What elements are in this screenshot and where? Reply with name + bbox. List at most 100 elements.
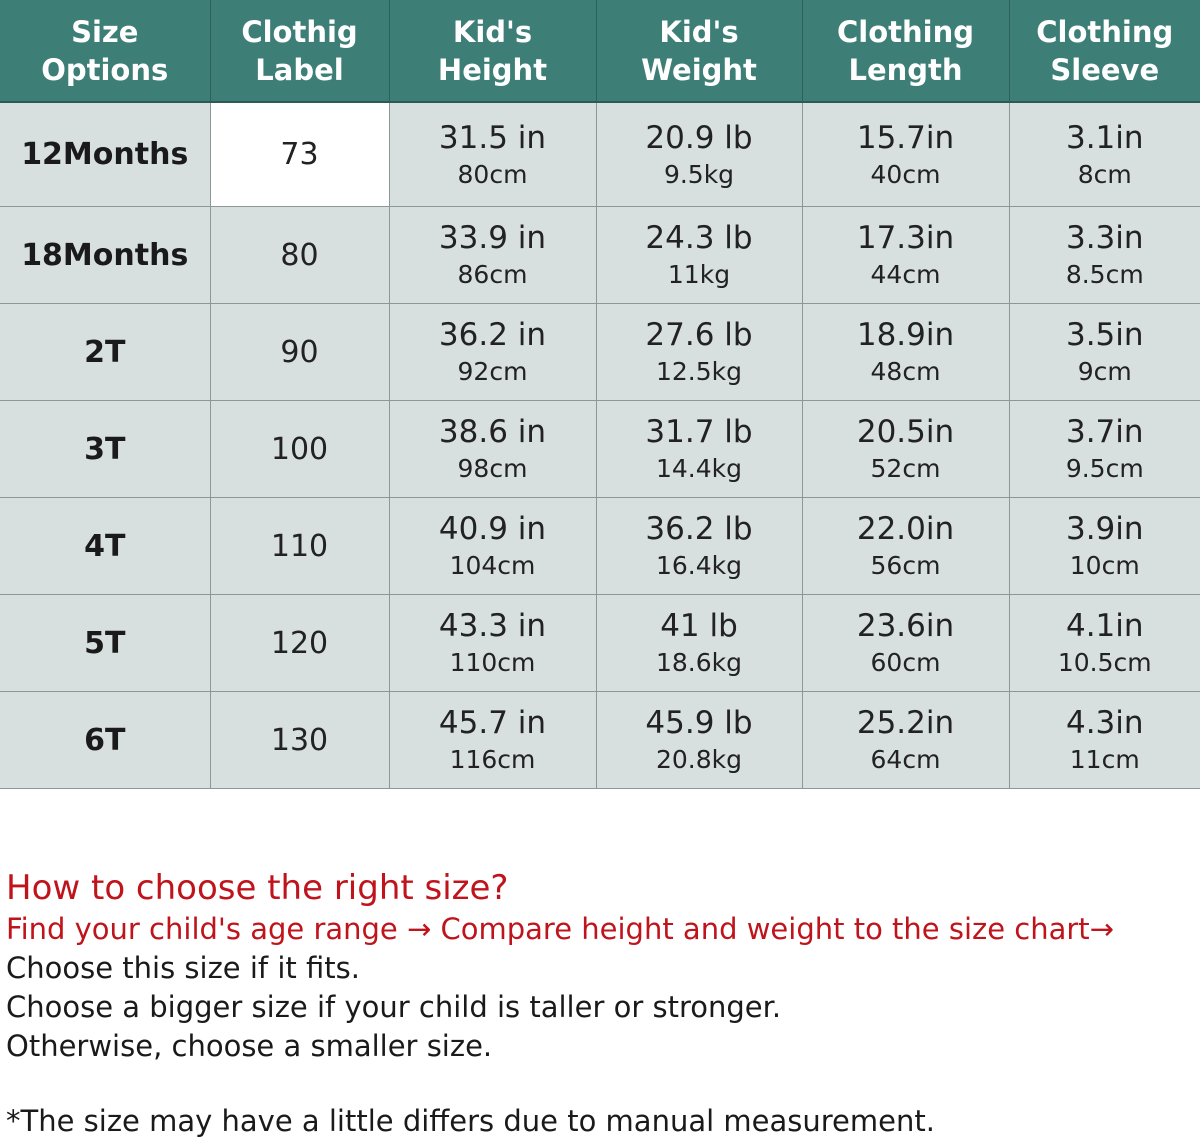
table-header-row: Size Options Clothig Label Kid's Height Kid…: [0, 0, 1200, 103]
size-option-cell: 5T: [0, 594, 211, 692]
length-cm: 48cm: [870, 357, 941, 386]
height-cell: 40.9 in 104cm: [389, 497, 597, 595]
weight-lb: 31.7 lb: [645, 414, 753, 450]
height-cm: 92cm: [457, 357, 528, 386]
size-option-cell: 2T: [0, 303, 211, 401]
size-option-cell: 6T: [0, 691, 211, 789]
size-option-cell: 18Months: [0, 206, 211, 304]
height-cell: 45.7 in 116cm: [389, 691, 597, 789]
height-cell: 38.6 in 98cm: [389, 400, 597, 498]
height-cell: 43.3 in 110cm: [389, 594, 597, 692]
weight-kg: 16.4kg: [655, 551, 742, 580]
height-cm: 98cm: [457, 454, 528, 483]
table-row: 3T 100 38.6 in 98cm 31.7 lb 14.4kg 20.5in 5…: [0, 400, 1200, 498]
guide-line: Choose a bigger size if your child is ta…: [6, 990, 782, 1024]
size-chart-table: Size Options Clothig Label Kid's Height Kid…: [0, 0, 1200, 789]
weight-cell: 24.3 lb 11kg: [596, 206, 803, 304]
height-in: 45.7 in: [438, 705, 547, 741]
length-cm: 64cm: [870, 745, 941, 774]
sleeve-cell: 3.7in 9.5cm: [1009, 400, 1200, 498]
weight-kg: 12.5kg: [655, 357, 742, 386]
header-clothing-label: Clothig Label: [210, 0, 390, 103]
table-row: 4T 110 40.9 in 104cm 36.2 lb 16.4kg 22.0in…: [0, 497, 1200, 595]
sleeve-in: 3.9in: [1065, 511, 1144, 547]
weight-lb: 27.6 lb: [645, 317, 753, 353]
clothing-label-cell: 130: [210, 691, 390, 789]
height-cm: 86cm: [457, 260, 528, 289]
weight-cell: 41 lb 18.6kg: [596, 594, 803, 692]
table-row: 6T 130 45.7 in 116cm 45.9 lb 20.8kg 25.2in…: [0, 691, 1200, 789]
height-in: 33.9 in: [438, 220, 547, 256]
size-option-cell: 3T: [0, 400, 211, 498]
weight-kg: 18.6kg: [655, 648, 742, 677]
size-option-cell: 12Months: [0, 102, 211, 207]
height-cell: 36.2 in 92cm: [389, 303, 597, 401]
length-cell: 20.5in 52cm: [802, 400, 1010, 498]
sleeve-cm: 9cm: [1077, 357, 1132, 386]
sleeve-cm: 8cm: [1077, 159, 1132, 189]
clothing-label-cell: 80: [210, 206, 390, 304]
length-cm: 56cm: [870, 551, 941, 580]
sleeve-cell: 3.3in 8.5cm: [1009, 206, 1200, 304]
weight-kg: 14.4kg: [655, 454, 742, 483]
table-row: 18Months 80 33.9 in 86cm 24.3 lb 11kg 17.3…: [0, 206, 1200, 304]
length-in: 23.6in: [856, 608, 955, 644]
sleeve-in: 3.5in: [1065, 317, 1144, 353]
height-in: 31.5 in: [438, 119, 547, 156]
weight-lb: 45.9 lb: [645, 705, 753, 741]
weight-lb: 36.2 lb: [645, 511, 753, 547]
length-cell: 18.9in 48cm: [802, 303, 1010, 401]
sleeve-in: 3.7in: [1065, 414, 1144, 450]
height-cm: 80cm: [457, 159, 528, 189]
weight-cell: 31.7 lb 14.4kg: [596, 400, 803, 498]
weight-lb: 20.9 lb: [645, 119, 753, 156]
length-cm: 52cm: [870, 454, 941, 483]
table-row: 5T 120 43.3 in 110cm 41 lb 18.6kg 23.6in 60…: [0, 594, 1200, 692]
sleeve-in: 4.3in: [1065, 705, 1144, 741]
weight-kg: 11kg: [667, 260, 731, 289]
sleeve-cell: 4.1in 10.5cm: [1009, 594, 1200, 692]
length-cell: 15.7in 40cm: [802, 102, 1010, 207]
length-in: 25.2in: [856, 705, 955, 741]
length-in: 22.0in: [856, 511, 955, 547]
clothing-label-cell: 120: [210, 594, 390, 692]
sleeve-cell: 3.1in 8cm: [1009, 102, 1200, 207]
header-kids-weight: Kid's Weight: [596, 0, 803, 103]
height-cm: 116cm: [449, 745, 536, 774]
sleeve-cm: 8.5cm: [1065, 260, 1144, 289]
measurement-note: *The size may have a little differs due …: [6, 1104, 935, 1138]
header-size-options: Size Options: [0, 0, 211, 103]
header-clothing-length: Clothing Length: [802, 0, 1010, 103]
weight-kg: 20.8kg: [655, 745, 742, 774]
table-row: 2T 90 36.2 in 92cm 27.6 lb 12.5kg 18.9in 48…: [0, 303, 1200, 401]
guide-steps: Find your child's age range → Compare he…: [6, 912, 1114, 946]
length-cm: 60cm: [870, 648, 941, 677]
height-in: 38.6 in: [438, 414, 547, 450]
height-in: 40.9 in: [438, 511, 547, 547]
weight-cell: 20.9 lb 9.5kg: [596, 102, 803, 207]
length-in: 17.3in: [856, 220, 955, 256]
weight-lb: 41 lb: [660, 608, 738, 644]
length-cm: 44cm: [870, 260, 941, 289]
clothing-label-cell: 73: [210, 102, 390, 207]
length-in: 20.5in: [856, 414, 955, 450]
sleeve-cell: 3.5in 9cm: [1009, 303, 1200, 401]
sleeve-cm: 9.5cm: [1065, 454, 1144, 483]
table-row: 12Months 73 31.5 in 80cm 20.9 lb 9.5kg 15.…: [0, 102, 1200, 207]
height-cm: 110cm: [449, 648, 536, 677]
height-cell: 31.5 in 80cm: [389, 102, 597, 207]
clothing-label-cell: 90: [210, 303, 390, 401]
clothing-label-cell: 110: [210, 497, 390, 595]
guide-title: How to choose the right size?: [6, 868, 509, 908]
clothing-label-cell: 100: [210, 400, 390, 498]
length-cell: 17.3in 44cm: [802, 206, 1010, 304]
header-clothing-sleeve: Clothing Sleeve: [1009, 0, 1200, 103]
sleeve-cm: 10.5cm: [1057, 648, 1152, 677]
length-cell: 23.6in 60cm: [802, 594, 1010, 692]
sleeve-cm: 11cm: [1069, 745, 1140, 774]
weight-cell: 36.2 lb 16.4kg: [596, 497, 803, 595]
guide-line: Otherwise, choose a smaller size.: [6, 1029, 493, 1063]
size-guide: How to choose the right size? Find your …: [6, 866, 1196, 1066]
weight-kg: 9.5kg: [663, 159, 735, 189]
height-cm: 104cm: [449, 551, 536, 580]
